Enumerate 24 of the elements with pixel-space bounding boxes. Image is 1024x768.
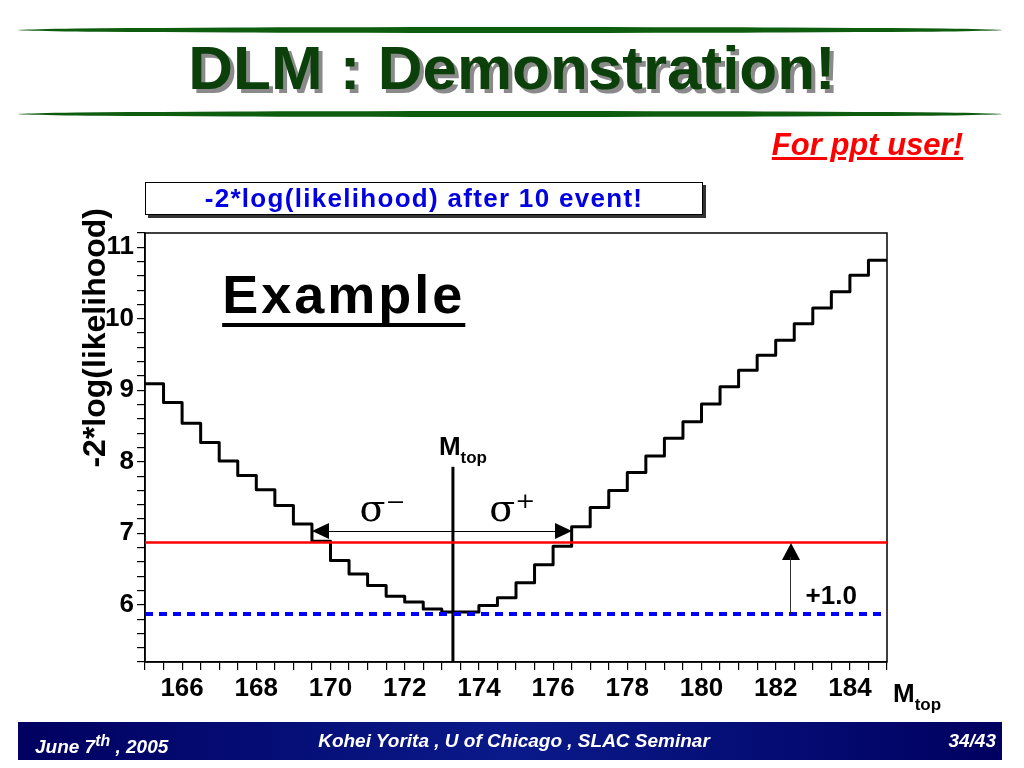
x-tick-label: 168 bbox=[234, 671, 278, 702]
text: For ppt user! bbox=[771, 127, 963, 163]
y-tick-label: 6 bbox=[119, 587, 134, 618]
annotation: σ⁻ bbox=[359, 486, 406, 531]
y-tick-label: 9 bbox=[119, 373, 134, 404]
x-tick-label: 180 bbox=[679, 671, 724, 702]
x-tick-label: 176 bbox=[531, 671, 575, 702]
annotation: σ⁺ bbox=[489, 486, 536, 531]
x-tick-label: 178 bbox=[605, 671, 649, 702]
y-tick-label: 7 bbox=[119, 516, 134, 547]
x-tick-label: 174 bbox=[457, 671, 502, 702]
x-tick-label: 184 bbox=[828, 671, 873, 702]
text: Kohei Yorita , U of Chicago , SLAC Seminar bbox=[318, 730, 710, 751]
x-tick-label: 182 bbox=[754, 671, 798, 702]
y-tick-label: 8 bbox=[119, 444, 134, 475]
chart-title: DLM : Demonstration! bbox=[188, 33, 836, 102]
x-tick-label: 172 bbox=[383, 671, 427, 702]
annotation: +1.0 bbox=[805, 580, 857, 611]
text: 34/43 bbox=[948, 730, 996, 752]
x-tick-label: 170 bbox=[308, 671, 353, 702]
x-tick-label: 166 bbox=[160, 671, 204, 702]
annotation: Example bbox=[222, 263, 466, 324]
chart-subtitle: -2*log(likelihood) after 10 event! bbox=[204, 183, 644, 213]
text: June 7$^{th}$ , 2005 bbox=[35, 731, 169, 759]
